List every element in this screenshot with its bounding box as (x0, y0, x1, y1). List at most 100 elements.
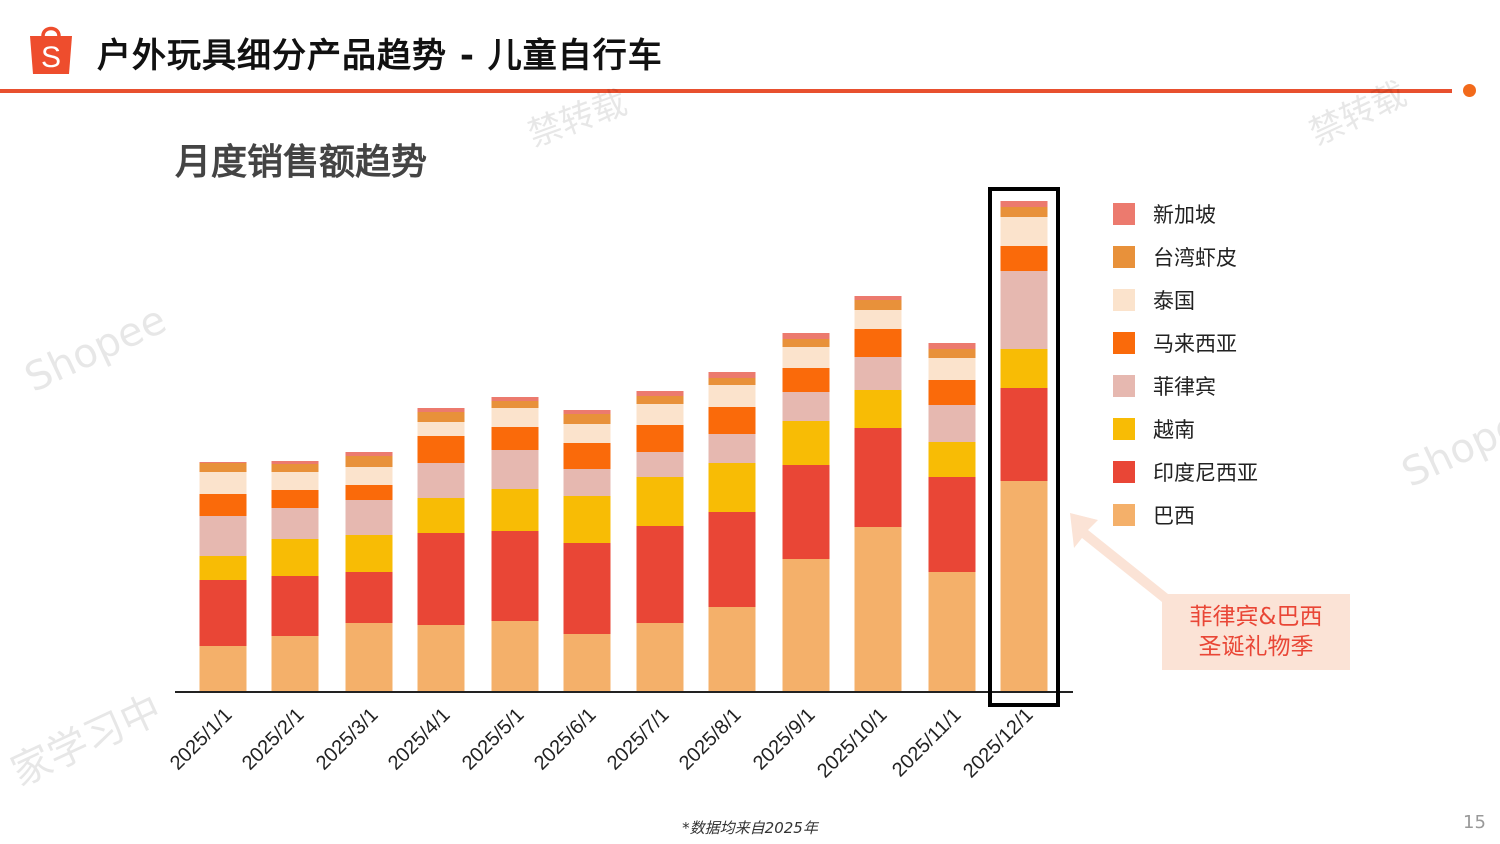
bar-segment (1000, 217, 1048, 246)
legend-item: 巴西 (1113, 500, 1195, 530)
annotation-arrow (1070, 513, 1178, 610)
bar-segment (271, 539, 319, 576)
bar-segment (491, 401, 539, 408)
bar-segment (708, 385, 756, 407)
bar-segment (1000, 388, 1048, 481)
x-tick-label: 2025/10/1 (813, 704, 891, 782)
bar-segment (271, 461, 319, 464)
bar-segment (636, 391, 684, 396)
bar-segment (636, 396, 684, 404)
bar-segment (417, 408, 465, 412)
bar-segment (928, 442, 976, 477)
legend-swatch (1113, 418, 1135, 440)
bar-segment (199, 556, 247, 580)
header-divider (0, 89, 1452, 93)
page-number: 15 (1463, 812, 1486, 833)
bar-segment (563, 414, 611, 424)
bar-segment (708, 407, 756, 434)
bar-segment (417, 625, 465, 692)
bar-segment (271, 576, 319, 636)
bar-segment (563, 410, 611, 414)
legend-item: 菲律宾 (1113, 371, 1216, 401)
bar-segment (854, 428, 902, 527)
bar-segment (271, 490, 319, 508)
bar-segment (271, 636, 319, 692)
bar-segment (782, 368, 830, 392)
bar-segment (854, 390, 902, 428)
annotation-line-1: 菲律宾&巴西 (1189, 604, 1323, 630)
shopee-logo: S (28, 22, 74, 76)
bar-segment (491, 489, 539, 531)
x-tick-label: 2025/12/1 (959, 704, 1037, 782)
legend-label: 越南 (1153, 418, 1195, 442)
bar-segment (636, 526, 684, 623)
x-tick-label: 2025/3/1 (312, 704, 383, 775)
bar-segment (782, 339, 830, 347)
legend-label: 菲律宾 (1153, 375, 1216, 399)
bar-segment (563, 443, 611, 469)
x-tick-label: 2025/7/1 (603, 704, 674, 775)
highlight-box (988, 187, 1060, 707)
legend-swatch (1113, 504, 1135, 526)
bar-segment (563, 634, 611, 692)
bar-segment (345, 456, 393, 467)
bar-segment (199, 516, 247, 556)
legend-label: 台湾虾皮 (1153, 246, 1237, 270)
legend-swatch (1113, 332, 1135, 354)
bar-segment (782, 421, 830, 465)
bar-segment (563, 424, 611, 443)
bar-segment (782, 333, 830, 339)
bar-segment (636, 623, 684, 692)
bar-segment (563, 543, 611, 634)
bar-segment (199, 646, 247, 692)
bar-segment (345, 535, 393, 572)
x-tick-label: 2025/8/1 (675, 704, 746, 775)
bar-segment (1000, 271, 1048, 349)
legend-label: 印度尼西亚 (1153, 461, 1258, 485)
bar-segment (563, 469, 611, 496)
bar-segment (491, 397, 539, 401)
legend-item: 台湾虾皮 (1113, 242, 1237, 272)
bar-segment (854, 300, 902, 310)
bar-segment (1000, 349, 1048, 388)
header-dot (1463, 84, 1476, 97)
bar-segment (854, 310, 902, 329)
bar-segment (417, 533, 465, 625)
bar-segment (708, 607, 756, 692)
bar-segment (854, 527, 902, 692)
bar-segment (708, 378, 756, 385)
bar-segment (271, 508, 319, 539)
annotation-callout: 菲律宾&巴西 圣诞礼物季 (1162, 594, 1350, 670)
bar-segment (199, 494, 247, 516)
bar-segment (854, 296, 902, 300)
legend-swatch (1113, 203, 1135, 225)
legend-swatch (1113, 375, 1135, 397)
bar-segment (491, 427, 539, 450)
x-tick-label: 2025/2/1 (238, 704, 309, 775)
legend-label: 泰国 (1153, 289, 1195, 313)
bar-segment (345, 623, 393, 692)
bar-segment (928, 380, 976, 405)
legend-item: 马来西亚 (1113, 328, 1237, 358)
legend-item: 越南 (1113, 414, 1195, 444)
bar-segment (782, 347, 830, 368)
bar-segment (199, 580, 247, 646)
bar-segment (708, 512, 756, 607)
bar-segment (345, 500, 393, 535)
legend-swatch (1113, 461, 1135, 483)
bar-segment (199, 463, 247, 472)
bar-segment (563, 496, 611, 543)
bar-segment (1000, 481, 1048, 692)
bar-segment (928, 477, 976, 572)
bar-segment (491, 408, 539, 427)
bar-segment (417, 463, 465, 498)
bar-segment (854, 329, 902, 357)
bar-segment (345, 467, 393, 485)
bar-segment (417, 436, 465, 463)
bar-segment (345, 452, 393, 456)
bar-segment (491, 450, 539, 489)
bar-segment (345, 572, 393, 623)
annotation-line-2: 圣诞礼物季 (1198, 634, 1314, 660)
legend-swatch (1113, 289, 1135, 311)
